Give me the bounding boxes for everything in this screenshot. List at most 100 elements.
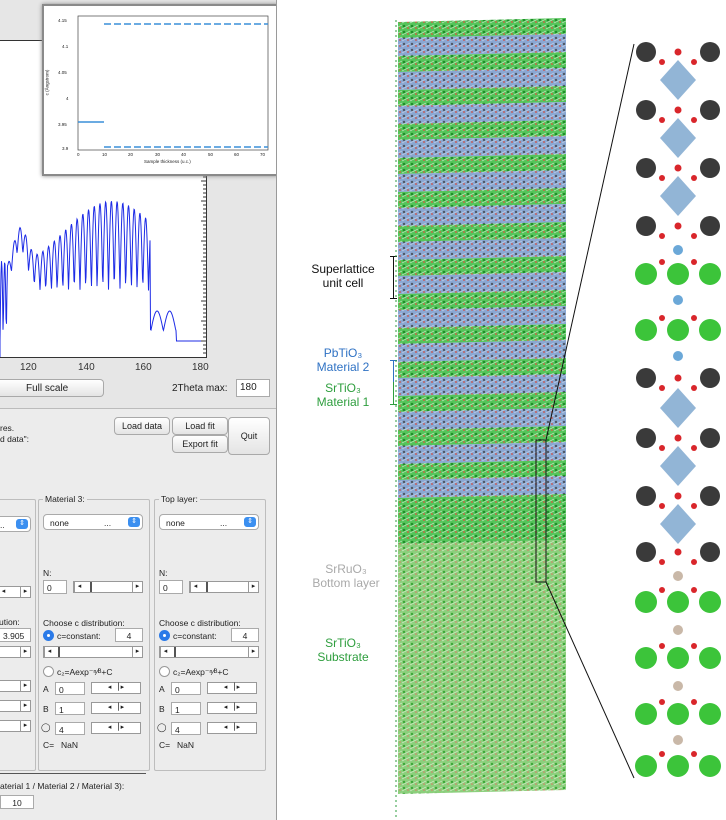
top-layer-dropdown-value: none xyxy=(166,518,185,528)
inset-x-tick: 10 xyxy=(102,152,108,157)
two-theta-max-label: 2Theta max: xyxy=(172,383,228,394)
material3-sigma-slider[interactable]: ◂ ▕ ▸ xyxy=(91,722,141,734)
instructions-text-line2: d data": xyxy=(0,434,30,444)
inset-y-tick: 4.15 xyxy=(58,18,67,23)
material3-c-constant-input[interactable]: 4 xyxy=(115,628,143,642)
x-tick-label: 160 xyxy=(135,362,152,373)
material1-n-slider[interactable]: ◂ ▸ xyxy=(0,586,31,598)
top-layer-c-constant-label: c=constant: xyxy=(173,631,217,641)
top-layer-c-eq-label: C= xyxy=(159,740,171,750)
slider-left-icon: ◂ xyxy=(0,587,8,597)
top-layer-n-input[interactable]: 0 xyxy=(159,580,183,594)
inset-y-tick: 4 xyxy=(66,96,69,101)
application-window: 120 140 160 180 Full scale 2Theta max: 1… xyxy=(0,0,277,820)
top-layer-c-exp-label: c₂=Aexp⁻ⁿ⁄ᴮ+C xyxy=(173,667,229,677)
inset-plot: 4.15 4.1 4.05 4 3.95 3.9 0 10 20 30 40 5… xyxy=(42,4,276,176)
material1-c-constant-input[interactable]: 3.905 xyxy=(0,628,31,642)
material1-label: SrTiO₃ Material 1 xyxy=(302,381,384,409)
repeat-input[interactable]: 10 xyxy=(0,795,34,809)
instructions-text-line1: res. xyxy=(0,423,15,433)
top-layer-a-slider[interactable]: ◂ ▕ ▸ xyxy=(207,682,257,694)
load-data-button[interactable]: Load data xyxy=(114,417,170,435)
inset-y-tick: 3.95 xyxy=(58,122,67,127)
inset-y-tick: 3.9 xyxy=(62,146,69,151)
material3-b-label: B xyxy=(43,704,49,714)
top-layer-a-label: A xyxy=(159,684,165,694)
two-theta-max-input[interactable]: 180 xyxy=(236,379,270,397)
top-layer-dropdown[interactable]: none... ⇕ xyxy=(159,514,259,530)
inset-y-axis-label: c (Ångstrom) xyxy=(44,69,50,96)
material3-c-eq-label: C= xyxy=(43,740,55,750)
top-layer-b-slider[interactable]: ◂ ▕ ▸ xyxy=(207,702,257,714)
slider-right-icon: ▸ xyxy=(20,647,30,657)
inset-x-tick: 20 xyxy=(128,152,134,157)
slider-left-icon: ◂ xyxy=(74,582,84,592)
material3-a-slider[interactable]: ◂ ▕ ▸ xyxy=(91,682,141,694)
chevron-updown-icon: ⇕ xyxy=(16,519,28,529)
top-layer-n-slider[interactable]: ◂ ▸ xyxy=(189,581,259,593)
material3-n-label: N: xyxy=(43,568,52,578)
top-layer-c-slider[interactable]: ◂ ▸ xyxy=(159,646,259,658)
inset-x-tick: 40 xyxy=(181,152,187,157)
material3-c-exp-radio[interactable] xyxy=(43,666,54,677)
superlattice-label: Superlattice unit cell xyxy=(302,262,384,290)
crystal-slab-illustration xyxy=(395,18,566,820)
sigma-icon: ◯ xyxy=(157,722,167,732)
material3-n-slider[interactable]: ◂ ▸ xyxy=(73,581,143,593)
material3-panel: Material 3: none... ⇕ N: 0 ◂ ▸ Choose c di… xyxy=(38,494,150,771)
full-scale-button[interactable]: Full scale xyxy=(0,379,104,397)
chevron-updown-icon: ⇕ xyxy=(128,517,140,527)
x-tick-label: 140 xyxy=(78,362,95,373)
top-layer-a-input[interactable]: 0 xyxy=(171,682,201,695)
material3-c-eq-value: NaN xyxy=(61,740,79,750)
inset-x-axis-label: Sample thickness (u.c.) xyxy=(144,159,191,164)
substrate-name: Substrate xyxy=(317,650,369,664)
sigma-icon: ◯ xyxy=(41,722,51,732)
layer-labels: Superlattice unit cell PbTiO₃ Material 2… xyxy=(294,0,400,820)
inset-x-tick: 50 xyxy=(208,152,214,157)
export-fit-button[interactable]: Export fit xyxy=(172,435,228,453)
top-layer-c-constant-radio[interactable] xyxy=(159,630,170,641)
top-layer-c-distribution-label: Choose c distribution: xyxy=(159,618,241,628)
top-layer-sigma-slider[interactable]: ◂ ▕ ▸ xyxy=(207,722,257,734)
top-layer-b-input[interactable]: 1 xyxy=(171,702,201,715)
material1-sigma-slider[interactable]: ▸ xyxy=(0,720,31,732)
load-fit-button[interactable]: Load fit xyxy=(172,417,228,435)
slider-right-icon: ▸ xyxy=(132,647,142,657)
material3-sigma-input[interactable]: 4 xyxy=(55,722,85,735)
material3-b-input[interactable]: 1 xyxy=(55,702,85,715)
top-layer-sigma-input[interactable]: 4 xyxy=(171,722,201,735)
material1-panel: .. ⇕ ◂ ▸ ution: 3.905 ▸ ▸ ▸ ▸ xyxy=(0,499,36,771)
material3-dropdown[interactable]: none... ⇕ xyxy=(43,514,143,530)
substrate-label: SrTiO₃ Substrate xyxy=(302,636,384,664)
slider-left-icon: ◂ xyxy=(160,647,170,657)
material3-c-constant-label: c=constant: xyxy=(57,631,101,641)
slider-right-icon: ▸ xyxy=(20,587,30,597)
material1-dropdown[interactable]: .. ⇕ xyxy=(0,516,31,532)
zoom-illustration xyxy=(535,42,721,779)
material1-c-distribution-label: ution: xyxy=(0,617,20,627)
material1-a-slider[interactable]: ▸ xyxy=(0,680,31,692)
slider-right-icon: ▸ xyxy=(248,582,258,592)
inset-x-tick: 0 xyxy=(77,152,80,157)
inset-x-tick: 70 xyxy=(260,152,266,157)
material3-c-constant-radio[interactable] xyxy=(43,630,54,641)
slider-right-icon: ▸ xyxy=(132,582,142,592)
control-panel: res. d data": Load data Load fit Export … xyxy=(0,408,276,820)
top-layer-c-constant-input[interactable]: 4 xyxy=(231,628,259,642)
slider-right-icon: ▸ xyxy=(248,647,258,657)
material1-c-slider[interactable]: ▸ xyxy=(0,646,31,658)
inset-y-tick: 4.1 xyxy=(62,44,69,49)
material3-b-slider[interactable]: ◂ ▕ ▸ xyxy=(91,702,141,714)
material1-b-slider[interactable]: ▸ xyxy=(0,700,31,712)
material3-a-input[interactable]: 0 xyxy=(55,682,85,695)
slider-right-icon: ▸ xyxy=(20,701,30,711)
slider-left-icon: ◂ xyxy=(190,582,200,592)
material3-c-exp-label: c₂=Aexp⁻ⁿ⁄ᴮ+C xyxy=(57,667,113,677)
material3-n-input[interactable]: 0 xyxy=(43,580,67,594)
material3-c-slider[interactable]: ◂ ▸ xyxy=(43,646,143,658)
top-layer-c-exp-radio[interactable] xyxy=(159,666,170,677)
quit-button[interactable]: Quit xyxy=(228,417,270,455)
slider-right-icon: ▸ xyxy=(20,721,30,731)
bottom-formula: SrRuO₃ xyxy=(325,562,367,576)
